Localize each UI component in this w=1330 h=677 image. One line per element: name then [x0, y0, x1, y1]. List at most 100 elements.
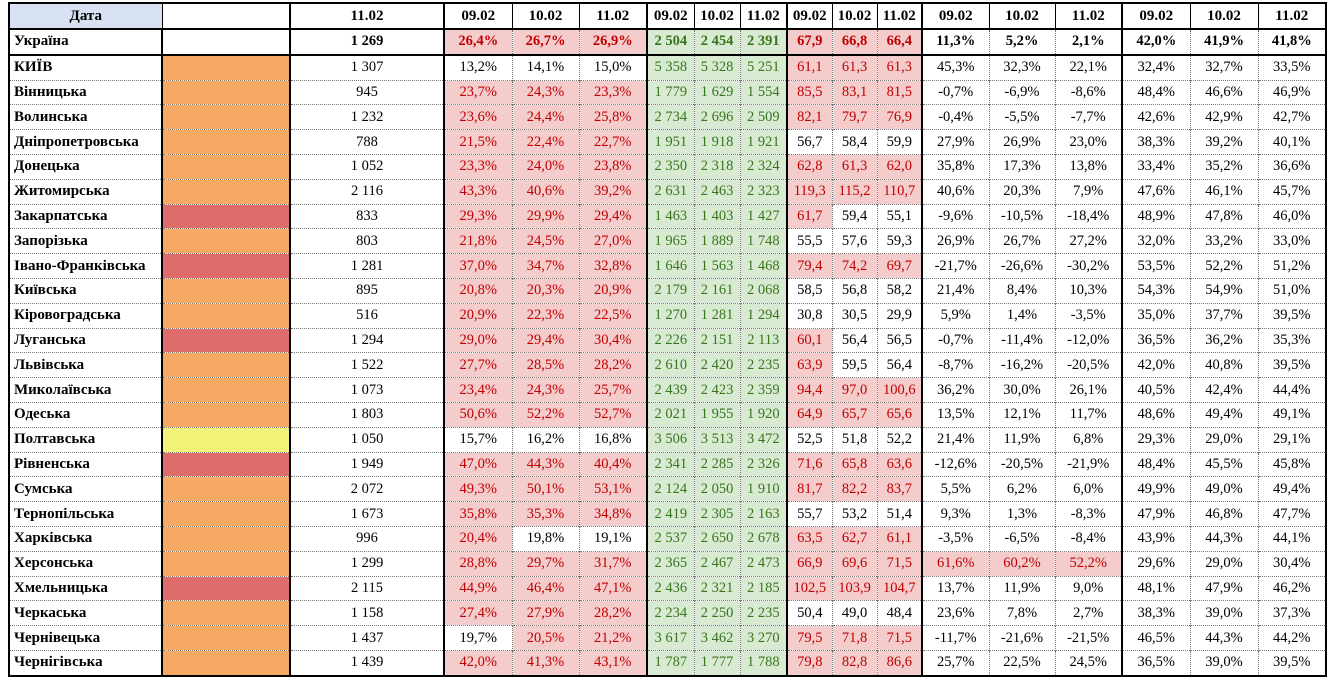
red-num-cell[interactable]: 66,8: [831, 28, 877, 56]
pct1-cell[interactable]: 24,3%: [511, 377, 579, 403]
red-num-cell[interactable]: 60,1: [786, 327, 832, 353]
pct3-cell[interactable]: 53,5%: [1121, 253, 1190, 279]
pct2-cell[interactable]: 5,5%: [921, 476, 989, 502]
color-indicator-cell[interactable]: [161, 153, 290, 180]
pct1-cell[interactable]: 47,1%: [578, 575, 647, 601]
pct1-cell[interactable]: 23,6%: [443, 104, 512, 130]
pct2-cell[interactable]: -8,3%: [1054, 501, 1122, 527]
pct2-cell[interactable]: -8,6%: [1054, 79, 1122, 105]
pct3-cell[interactable]: 48,4%: [1121, 79, 1190, 105]
green-num-cell[interactable]: 2 610: [646, 352, 694, 378]
pct1-cell[interactable]: 26,9%: [578, 28, 647, 56]
header-pct3-date2[interactable]: 10.02: [1189, 3, 1258, 30]
red-num-cell[interactable]: 50,4: [786, 600, 832, 626]
green-num-cell[interactable]: 5 251: [739, 54, 787, 81]
red-num-cell[interactable]: 62,7: [831, 525, 877, 552]
green-num-cell[interactable]: 2 234: [646, 600, 694, 626]
green-num-cell[interactable]: 2 463: [693, 178, 740, 205]
red-num-cell[interactable]: 69,7: [876, 253, 922, 279]
green-num-cell[interactable]: 1 629: [693, 79, 740, 105]
pct1-cell[interactable]: 16,2%: [511, 426, 579, 453]
pct3-cell[interactable]: 48,9%: [1121, 203, 1190, 229]
header-pct1-date1[interactable]: 09.02: [443, 3, 512, 30]
green-num-cell[interactable]: 2 326: [739, 451, 787, 477]
region-name-cell[interactable]: Херсонська: [9, 550, 162, 577]
pct2-cell[interactable]: -6,5%: [988, 525, 1055, 552]
green-num-cell[interactable]: 2 021: [646, 401, 694, 428]
green-num-cell[interactable]: 2 631: [646, 178, 694, 205]
red-num-cell[interactable]: 79,4: [786, 253, 832, 279]
header-date-label[interactable]: Дата: [9, 3, 162, 30]
pct1-cell[interactable]: 20,4%: [443, 525, 512, 552]
green-num-cell[interactable]: 2 467: [693, 550, 740, 577]
pct3-cell[interactable]: 39,5%: [1257, 302, 1326, 329]
red-num-cell[interactable]: 63,5: [786, 525, 832, 552]
green-num-cell[interactable]: 2 285: [693, 451, 740, 477]
red-num-cell[interactable]: 49,0: [831, 600, 877, 626]
pct3-cell[interactable]: 54,3%: [1121, 277, 1190, 304]
pct2-cell[interactable]: 6,8%: [1054, 426, 1122, 453]
pct3-cell[interactable]: 40,1%: [1257, 129, 1326, 155]
pct3-cell[interactable]: 38,3%: [1121, 129, 1190, 155]
region-name-cell[interactable]: Харківська: [9, 525, 162, 552]
red-num-cell[interactable]: 61,1: [876, 525, 922, 552]
color-indicator-cell[interactable]: [161, 426, 290, 453]
pct1-cell[interactable]: 29,4%: [511, 327, 579, 353]
pct3-cell[interactable]: 36,5%: [1121, 327, 1190, 353]
green-num-cell[interactable]: 1 920: [739, 401, 787, 428]
pct1-cell[interactable]: 22,3%: [511, 302, 579, 329]
pct3-cell[interactable]: 46,8%: [1189, 501, 1258, 527]
red-num-cell[interactable]: 55,5: [786, 228, 832, 254]
green-num-cell[interactable]: 2 423: [693, 377, 740, 403]
pct3-cell[interactable]: 52,2%: [1189, 253, 1258, 279]
pct3-cell[interactable]: 46,5%: [1121, 625, 1190, 651]
color-indicator-cell[interactable]: [161, 625, 290, 651]
header-pct1-date2[interactable]: 10.02: [511, 3, 579, 30]
green-num-cell[interactable]: 1 294: [739, 302, 787, 329]
total-value-cell[interactable]: 1 050: [289, 426, 444, 453]
region-name-cell[interactable]: Закарпатська: [9, 203, 162, 229]
pct3-cell[interactable]: 42,9%: [1189, 104, 1258, 130]
green-num-cell[interactable]: 2 678: [739, 525, 787, 552]
pct2-cell[interactable]: -11,7%: [921, 625, 989, 651]
pct2-cell[interactable]: 6,2%: [988, 476, 1055, 502]
red-num-cell[interactable]: 97,0: [831, 377, 877, 403]
green-num-cell[interactable]: 2 068: [739, 277, 787, 304]
pct2-cell[interactable]: 26,1%: [1054, 377, 1122, 403]
pct3-cell[interactable]: 48,4%: [1121, 451, 1190, 477]
pct1-cell[interactable]: 27,0%: [578, 228, 647, 254]
red-num-cell[interactable]: 55,1: [876, 203, 922, 229]
pct1-cell[interactable]: 20,5%: [511, 625, 579, 651]
total-value-cell[interactable]: 1 437: [289, 625, 444, 651]
pct3-cell[interactable]: 41,9%: [1189, 28, 1258, 56]
pct2-cell[interactable]: 52,2%: [1054, 550, 1122, 577]
pct2-cell[interactable]: -0,7%: [921, 327, 989, 353]
red-num-cell[interactable]: 64,9: [786, 401, 832, 428]
total-value-cell[interactable]: 516: [289, 302, 444, 329]
green-num-cell[interactable]: 3 513: [693, 426, 740, 453]
green-num-cell[interactable]: 1 748: [739, 228, 787, 254]
red-num-cell[interactable]: 61,7: [786, 203, 832, 229]
pct3-cell[interactable]: 49,4%: [1257, 476, 1326, 502]
pct3-cell[interactable]: 44,2%: [1257, 625, 1326, 651]
pct2-cell[interactable]: 9,0%: [1054, 575, 1122, 601]
pct1-cell[interactable]: 47,0%: [443, 451, 512, 477]
pct3-cell[interactable]: 47,8%: [1189, 203, 1258, 229]
region-name-cell[interactable]: Львівська: [9, 352, 162, 378]
pct2-cell[interactable]: 26,7%: [988, 228, 1055, 254]
pct3-cell[interactable]: 45,5%: [1189, 451, 1258, 477]
pct1-cell[interactable]: 31,7%: [578, 550, 647, 577]
pct1-cell[interactable]: 15,0%: [578, 54, 647, 81]
header-red-date3[interactable]: 11.02: [876, 3, 922, 30]
total-value-cell[interactable]: 1 522: [289, 352, 444, 378]
red-num-cell[interactable]: 30,8: [786, 302, 832, 329]
pct2-cell[interactable]: -3,5%: [1054, 302, 1122, 329]
color-indicator-cell[interactable]: [161, 178, 290, 205]
total-value-cell[interactable]: 1 307: [289, 54, 444, 81]
header-pct1-date3[interactable]: 11.02: [578, 3, 647, 30]
pct1-cell[interactable]: 19,8%: [511, 525, 579, 552]
pct1-cell[interactable]: 49,3%: [443, 476, 512, 502]
red-num-cell[interactable]: 100,6: [876, 377, 922, 403]
green-num-cell[interactable]: 2 226: [646, 327, 694, 353]
pct1-cell[interactable]: 14,1%: [511, 54, 579, 81]
